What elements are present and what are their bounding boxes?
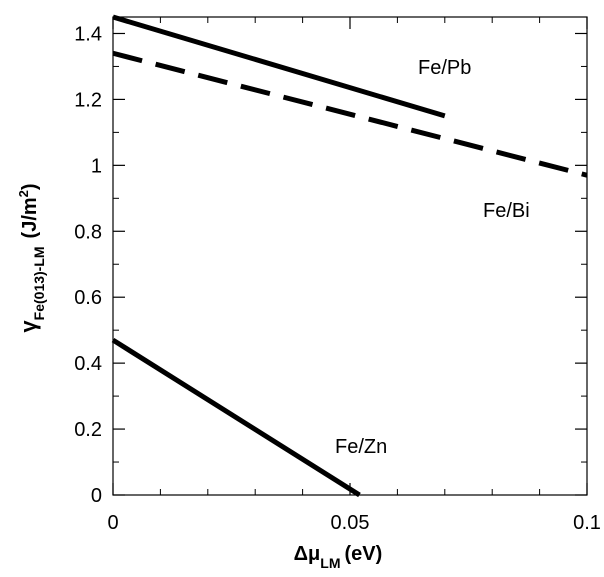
y-axis-title-unit: (J/m [19, 197, 41, 238]
x-axis-title-main: Δμ [294, 543, 321, 565]
x-tick-label: 0 [107, 512, 118, 534]
y-tick-label: 0.4 [74, 353, 102, 375]
y-tick-label: 0.6 [74, 287, 102, 309]
series-label-fe-zn: Fe/Zn [335, 436, 387, 458]
y-tick-label: 0.8 [74, 221, 102, 243]
x-tick-label: 0.05 [331, 512, 370, 534]
series-line-fe-zn [111, 337, 361, 498]
x-tick-label: 0.1 [573, 512, 601, 534]
y-tick-label: 1.2 [74, 89, 102, 111]
y-axis-title: γFe(013)-LM (J/m2) [16, 183, 47, 332]
y-tick-label: 0 [91, 485, 102, 507]
x-axis-title: ΔμLM (eV) [294, 543, 383, 571]
series-line-fe-pb [112, 14, 446, 119]
y-tick-label: 0.2 [74, 419, 102, 441]
y-tick-label: 1.4 [74, 23, 102, 45]
series-line-fe-bi [112, 50, 588, 178]
y-axis-title-main: γ [16, 320, 41, 333]
series-labels: Fe/Pb Fe/Bi Fe/Zn [335, 57, 530, 458]
series-label-fe-bi: Fe/Bi [483, 200, 530, 222]
ticks [112, 17, 588, 496]
y-axis-title-sub: Fe(013)-LM [31, 246, 47, 320]
tick-labels: 0 0.2 0.4 0.6 0.8 1 1.2 1.4 0 0.05 0.1 [74, 23, 601, 534]
x-axis-title-unit: (eV) [345, 543, 383, 565]
y-axis-title-unit-sup: 2 [16, 190, 31, 197]
y-axis-title-unit-close: ) [19, 183, 41, 190]
x-axis-title-sub: LM [320, 555, 340, 571]
series-label-fe-pb: Fe/Pb [418, 57, 471, 79]
y-tick-label: 1 [91, 155, 102, 177]
series-lines [111, 14, 588, 498]
